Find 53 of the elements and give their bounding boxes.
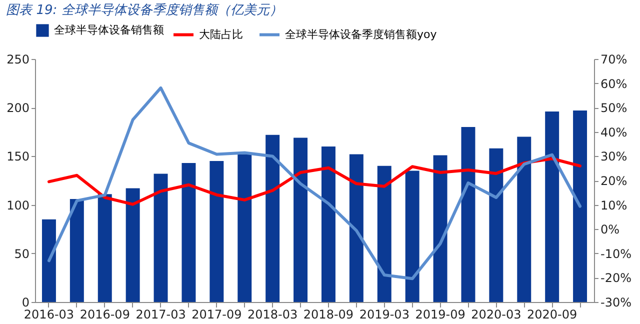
bar bbox=[266, 134, 280, 302]
bar bbox=[321, 146, 336, 302]
y2-tick-label: 0% bbox=[600, 222, 620, 237]
x-tick-label: 2019-03 bbox=[359, 308, 410, 322]
y2-tick-label: 10% bbox=[600, 198, 628, 212]
bar bbox=[405, 170, 420, 302]
line-series bbox=[47, 157, 582, 206]
y2-tick-label: 20% bbox=[600, 174, 628, 188]
x-tick-label: 2016-03 bbox=[24, 308, 74, 322]
bar bbox=[70, 198, 84, 302]
y-tick-label: 250 bbox=[6, 52, 30, 66]
bar bbox=[98, 194, 112, 302]
bar bbox=[182, 163, 196, 302]
x-tick-label: 2016-09 bbox=[80, 308, 130, 322]
legend-label: 全球半导体设备销售额 bbox=[54, 24, 164, 36]
x-tick-label: 2018-09 bbox=[303, 308, 354, 322]
y2-tick-label: -30% bbox=[600, 296, 632, 310]
y2-tick-label: 60% bbox=[600, 76, 628, 91]
x-tick-label: 2018-03 bbox=[248, 308, 298, 322]
legend-label: 全球半导体设备季度销售额yoy bbox=[285, 28, 438, 41]
y2-tick-label: 30% bbox=[600, 150, 628, 164]
bar bbox=[377, 166, 392, 302]
bar bbox=[517, 136, 532, 302]
bar bbox=[154, 174, 168, 302]
line-series bbox=[47, 86, 582, 280]
y2-tick-label: 70% bbox=[600, 52, 628, 66]
bar bbox=[294, 138, 308, 302]
bar bbox=[126, 188, 140, 302]
y2-tick-label: -10% bbox=[600, 246, 632, 261]
x-tick-label: 2017-03 bbox=[136, 308, 186, 322]
y2-tick-label: -20% bbox=[600, 271, 632, 286]
x-tick-label: 2017-09 bbox=[192, 308, 242, 322]
y2-tick-label: 40% bbox=[600, 125, 628, 140]
y-tick-label: 150 bbox=[6, 150, 30, 164]
bar bbox=[545, 111, 560, 302]
bar bbox=[489, 148, 504, 302]
bar bbox=[349, 154, 364, 302]
bar bbox=[573, 110, 588, 302]
bar bbox=[210, 161, 224, 302]
bar bbox=[238, 154, 252, 302]
chart-title: 图表 19: 全球半导体设备季度销售额（亿美元） bbox=[6, 2, 282, 18]
x-tick-label: 2020-09 bbox=[527, 308, 578, 322]
y-tick-label: 50 bbox=[14, 246, 30, 261]
bar bbox=[461, 127, 476, 302]
bar bbox=[42, 219, 56, 302]
y-tick-label: 0 bbox=[22, 296, 30, 310]
y-tick-label: 200 bbox=[6, 101, 30, 116]
y-tick-label: 100 bbox=[6, 198, 30, 212]
legend-label: 大陆占比 bbox=[199, 28, 243, 41]
x-tick-label: 2019-09 bbox=[415, 308, 466, 322]
y2-tick-label: 50% bbox=[600, 101, 628, 116]
x-tick-label: 2020-03 bbox=[471, 308, 522, 322]
bar bbox=[433, 155, 448, 302]
